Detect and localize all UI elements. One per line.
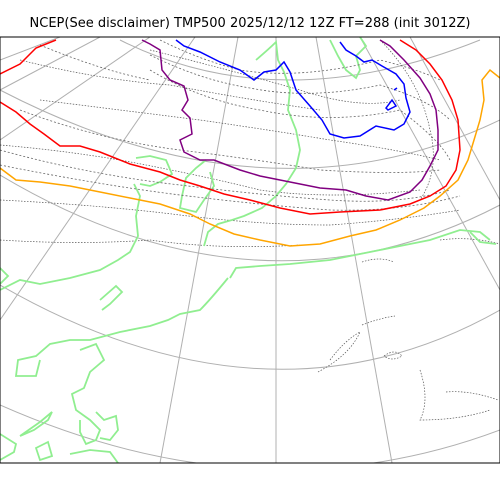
border-line [0,239,301,248]
coastlines [0,37,497,463]
border-line [361,315,396,326]
meridian-line [315,37,393,463]
coastline [0,183,141,291]
isotherm-thin [149,54,451,121]
isotherm-blue [175,39,411,139]
border-line [361,258,395,263]
coastline [178,159,215,214]
meridian-line [0,37,101,91]
latitude-line [0,174,500,262]
meridian-line [409,37,500,201]
meridian-line [0,37,61,61]
isotherm-thin [159,39,441,81]
isotherm-thin [0,164,461,211]
coastline [469,231,497,245]
coastline [329,37,368,80]
latitude-line [119,39,481,81]
border-line [383,351,403,360]
latitude-line [0,284,500,370]
coastline [99,284,124,311]
coastline [95,411,119,441]
coastline [70,342,106,446]
coastline [69,449,119,463]
meridian-line [0,37,151,141]
coastline [0,433,18,461]
country-borders [0,39,500,421]
coastline [0,267,10,285]
border-line [317,331,361,373]
isotherm-thin [39,44,151,81]
coastline [203,40,301,247]
isotherm-purple [141,39,439,201]
isotherm-thin [149,69,451,161]
coastline [19,411,53,437]
border-line [0,199,461,226]
border-line [439,238,500,245]
meridian-lines [0,37,500,463]
latitude-line [0,404,500,463]
isotherm-orange [0,68,500,247]
border-line [419,369,499,421]
isotherm-blue-dot [393,87,398,91]
isotherm-thin [0,149,451,202]
coastline [14,277,229,377]
coastline [229,229,491,279]
border-line [149,49,401,104]
border-line [39,99,441,161]
coastline [34,440,54,462]
meridian-line [159,37,239,463]
isotherms-thin [0,39,461,211]
isotherms-colored [0,39,500,247]
isotherm-blue-small [385,98,398,111]
latitude-line [0,89,500,169]
border-line [19,59,321,111]
latitude-lines [0,39,500,463]
map-border [0,36,500,464]
coastline [135,155,174,187]
map-title: NCEP(See disclaimer) TMP500 2025/12/12 1… [29,16,471,31]
border-line [379,39,434,201]
meridian-line [359,37,500,291]
isotherm-thin [19,109,441,173]
isotherm-red [0,39,461,215]
